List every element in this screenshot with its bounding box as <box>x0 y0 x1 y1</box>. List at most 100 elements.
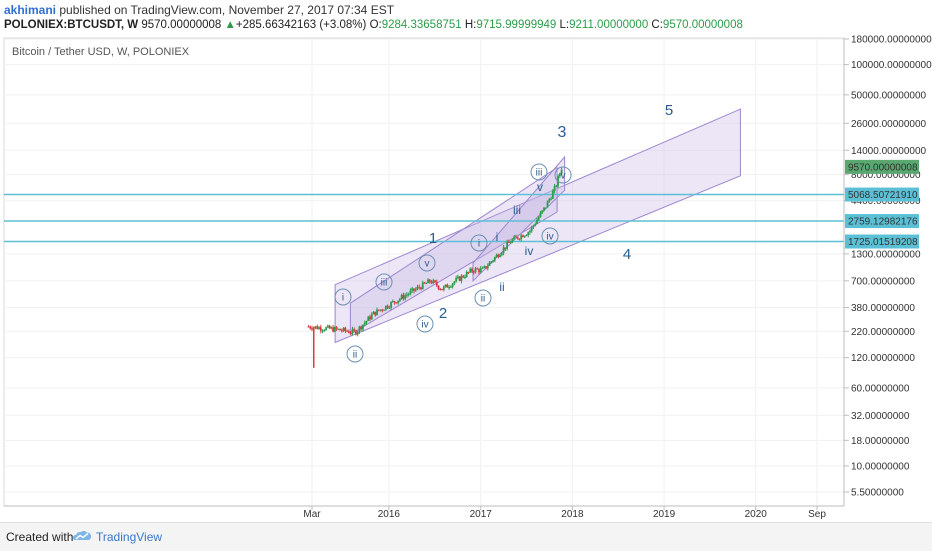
candle-body <box>370 314 373 320</box>
plot-frame <box>3 37 845 507</box>
candle-body <box>486 265 489 269</box>
inner-trend-channel <box>349 166 558 336</box>
candle-body <box>457 276 459 279</box>
price-tag-label: 2759.12982176 <box>848 217 918 228</box>
candle-body <box>330 327 333 329</box>
candle-body <box>377 309 380 311</box>
candle-body <box>442 286 445 290</box>
candle-body <box>309 326 312 329</box>
candle-body <box>541 210 544 213</box>
candle-body <box>490 261 493 263</box>
wave-circle <box>346 345 364 363</box>
candle-body <box>506 241 509 249</box>
candle-body <box>520 235 523 240</box>
price-axis[interactable] <box>844 30 932 506</box>
candle-body <box>316 326 319 330</box>
candle-body <box>532 225 535 227</box>
candle-body <box>319 327 322 331</box>
change-value: +285.66342163 (+3.08%) <box>235 19 367 31</box>
price-tick-label: 10.00000000 <box>851 461 910 472</box>
wave-circle <box>334 288 352 306</box>
wave-label: 3 <box>558 124 567 141</box>
chart-title: Bitcoin / Tether USD, W, POLONIEX <box>12 46 190 58</box>
candle-body <box>476 268 479 270</box>
candle-body <box>544 207 547 209</box>
candle-body <box>471 268 473 272</box>
candle-body <box>434 280 436 282</box>
candle-body <box>337 328 340 330</box>
candle-body <box>365 320 368 323</box>
candle-body <box>464 277 466 279</box>
wave-label: ii <box>499 280 504 294</box>
candle-body <box>458 276 461 281</box>
candle-body <box>358 326 361 332</box>
created-with-text: Created with <box>6 530 74 544</box>
candle-body <box>485 266 487 269</box>
candle-body <box>332 327 334 332</box>
candle-body <box>321 330 324 332</box>
candle-body <box>393 301 396 303</box>
candle-body <box>367 316 370 321</box>
candle-body <box>550 198 552 200</box>
candle-body <box>469 268 472 273</box>
candle-body <box>323 330 326 332</box>
candle-body <box>548 199 551 202</box>
price-tag-box <box>845 187 919 202</box>
candle-body <box>374 311 377 316</box>
tradingview-cloud-icon <box>73 530 91 540</box>
tradingview-brand-link[interactable]: TradingView <box>96 530 163 544</box>
candle-body <box>369 316 371 320</box>
candle-body <box>400 295 403 299</box>
author-link[interactable]: akhimani <box>4 3 57 17</box>
candle-body <box>384 305 387 310</box>
candle-body <box>328 325 331 329</box>
wave-circle <box>554 166 572 184</box>
candle-body <box>409 290 412 294</box>
price-tick-label: 18.00000000 <box>851 436 910 447</box>
candle-body <box>425 283 428 285</box>
candle-body <box>441 289 443 291</box>
price-chart[interactable]: Bitcoin / Tether USD, W, POLONIEX 1 2 3 4 5 i… <box>0 0 932 522</box>
candle-body <box>430 281 433 284</box>
candle-body <box>444 284 447 287</box>
candle-body <box>509 242 512 244</box>
change-up-icon: ▲ <box>224 19 236 31</box>
candle-body <box>513 236 516 240</box>
candle-body <box>318 327 320 330</box>
price-tick-label: 14000.00000000 <box>851 146 927 157</box>
candle-body <box>551 190 554 199</box>
published-text: published on TradingView.com, November 2… <box>59 3 395 17</box>
close-label: C: <box>651 19 663 31</box>
candle-body <box>530 226 533 231</box>
candle-body <box>307 326 310 328</box>
candle-body <box>492 260 494 262</box>
candle-body <box>398 298 401 301</box>
wave-circled-label: ii <box>481 294 485 305</box>
candle-body <box>404 295 407 299</box>
low-label: L: <box>559 19 570 31</box>
candle-body <box>467 272 470 274</box>
price-tick-label: 32.00000000 <box>851 411 910 422</box>
publish-line: akhimani published on TradingView.com, N… <box>4 3 394 17</box>
candle-body <box>390 302 393 308</box>
candle-body <box>333 327 336 332</box>
wave-circle <box>418 254 436 272</box>
candle-body <box>381 309 384 311</box>
candle-body <box>413 288 415 291</box>
candle-body <box>465 272 468 278</box>
candle-body <box>449 286 452 288</box>
high-label: H: <box>464 19 477 31</box>
candle-body <box>518 238 521 240</box>
candle-body <box>314 326 317 328</box>
time-tick-label: 2019 <box>653 509 676 520</box>
candle-body <box>376 309 378 316</box>
candle-body <box>397 300 400 304</box>
candle-body <box>360 326 363 330</box>
candle-body <box>435 281 438 286</box>
candle-body <box>348 331 350 333</box>
wave-label: 1 <box>429 230 437 247</box>
candle-body <box>351 329 354 334</box>
wave-circle <box>375 273 393 291</box>
time-axis[interactable] <box>4 507 844 521</box>
